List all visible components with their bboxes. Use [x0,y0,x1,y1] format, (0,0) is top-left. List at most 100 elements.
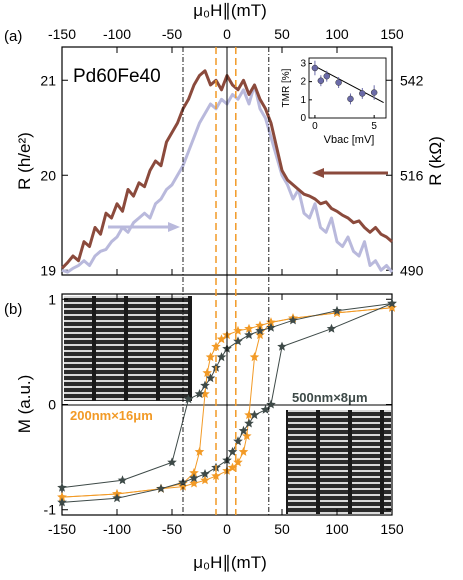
panel-b-x-tick-label: -100 [103,521,131,537]
panel-b-data-point [238,446,249,456]
panel-b-data-point [233,436,243,446]
panel-b-data-point [117,475,128,485]
panel-b-data-point [266,322,276,332]
inset-y-tick-label: 0 [300,113,306,124]
panel-b-data-point [156,483,166,493]
panel-b-data-point [233,336,243,346]
panel-b-data-point [255,330,265,340]
panel-b-y-tick-label: 0 [48,397,56,413]
panel-b-y-tick-label: -1 [44,502,57,518]
panel-b-data-point [266,399,276,409]
panel-b-data-point [244,323,254,333]
inset-frame [308,57,387,119]
panel-b-data-point [216,334,227,344]
panel-b-data-point [255,320,265,330]
panel-b-data-point [244,330,254,340]
panel-b-data-point [112,493,122,503]
top-x-tick-label: 150 [380,26,404,42]
panel-a-ylabel: R (h/e²) [15,132,34,190]
panel-b-data-point [194,446,205,456]
panel-b-data-point [189,473,199,483]
panel-b-data-point [266,317,276,327]
panel-b-data-point [167,457,177,467]
panel-b-data-point [183,394,194,404]
panel-a-y-tick-label: 19 [40,262,56,278]
sweep-arrow-right [312,168,388,178]
panel-b-data-point [288,315,298,325]
inset-x-tick-label: 0 [312,121,318,132]
panel-b-y-tick-label: 1 [48,291,56,307]
inset-data-point [311,64,319,72]
panel-b-data-point [244,410,254,420]
panel-b-ylabel: M (a.u.) [15,375,34,434]
panel-b: (b) M (a.u.) 200nm×16μm 500nm×8μm -150 -1… [4,291,404,537]
top-x-tick-label: -100 [103,26,131,42]
panel-b-data-point [57,497,67,507]
inset-data-point [347,95,354,103]
inset-data-point [317,77,325,84]
inset-marks [311,60,384,105]
panel-b-data-point [205,373,216,383]
panel-b-data-point [57,482,67,492]
inset-data-point [359,90,366,97]
tmr-inset: TMR [%] Vbac [mV] 0 5 0 1 2 3 [281,57,387,146]
panel-a-y-tick-label: 20 [40,167,56,183]
top-x-tick-label: 100 [325,26,349,42]
panel-a-y-tick-label-right: 516 [400,167,424,183]
panel-b-data-point [227,446,238,456]
panel-b-x-tick-label: 50 [274,521,290,537]
legend-wide: 500nm×8μm [292,390,368,405]
top-x-tick-label: -50 [162,26,182,42]
panel-b-x-tick-label: -150 [48,521,76,537]
panel-b-data-point [178,481,188,491]
inset-xlabel: Vbac [mV] [324,134,375,146]
panel-b-x-tick-label: -50 [162,521,182,537]
panel-b-data-point [233,457,243,467]
inset-y-tick-label: 2 [300,77,306,88]
top-x-tick-label: 0 [223,26,231,42]
panel-b-data-point [260,404,271,414]
inset-data-point [370,89,378,96]
panel-b-data-point [57,492,67,502]
panel-b-ticks: -150 -100 -50 0 50 100 150 -1 0 1 [44,291,404,537]
panel-a-y-tick-label-right: 490 [400,262,424,278]
top-x-tick-label: 50 [274,26,290,42]
panel-b-data-point [255,325,265,335]
legend-narrow: 200nm×16μm [70,408,153,423]
panel-b-data-point [211,471,221,481]
panel-b-data-point [249,410,260,420]
panel-b-data-point [227,462,238,472]
panel-label-b: (b) [4,301,22,318]
panel-b-data-point [200,380,210,390]
panel-b-data-point [189,467,199,477]
sem-image-narrow [64,296,192,401]
panel-b-data-point [277,341,287,351]
panel-b-data-point [233,325,243,335]
top-x-tick-label: -150 [48,26,76,42]
panel-a-y-tick-label: 21 [40,72,56,88]
panel-b-data-point [200,389,210,398]
top-axis-label: μ₀H∥(mT) [193,1,267,20]
sem-image-wide [286,410,391,514]
panel-b-data-point [387,302,397,312]
panel-b-data-point [189,478,199,488]
panel-b-data-point [242,431,252,441]
bottom-axis-label: μ₀H∥(mT) [193,553,267,572]
inset-ticks: 0 5 0 1 2 3 [300,58,377,132]
panel-b-data-point [238,425,249,435]
guide-lines [182,47,270,515]
panel-b-data-point [200,475,210,485]
panel-a: (a) Pd60Fe40 R (h/e²) R (kΩ) -150 -100 -50… [4,26,445,278]
panel-b-data-point [205,352,216,362]
panel-b-data-point [202,367,212,377]
panel-b-x-tick-label: 150 [380,521,404,537]
panel-a-y-tick-label-right: 542 [400,72,424,88]
panel-b-data-point [244,418,254,428]
panel-b-data-point [200,469,210,478]
panel-a-annotation: Pd60Fe40 [73,66,161,87]
panel-label-a: (a) [4,28,22,45]
inset-data-point [335,79,342,86]
panel-b-x-tick-label: 0 [223,521,231,537]
inset-x-tick-label: 5 [371,121,377,132]
